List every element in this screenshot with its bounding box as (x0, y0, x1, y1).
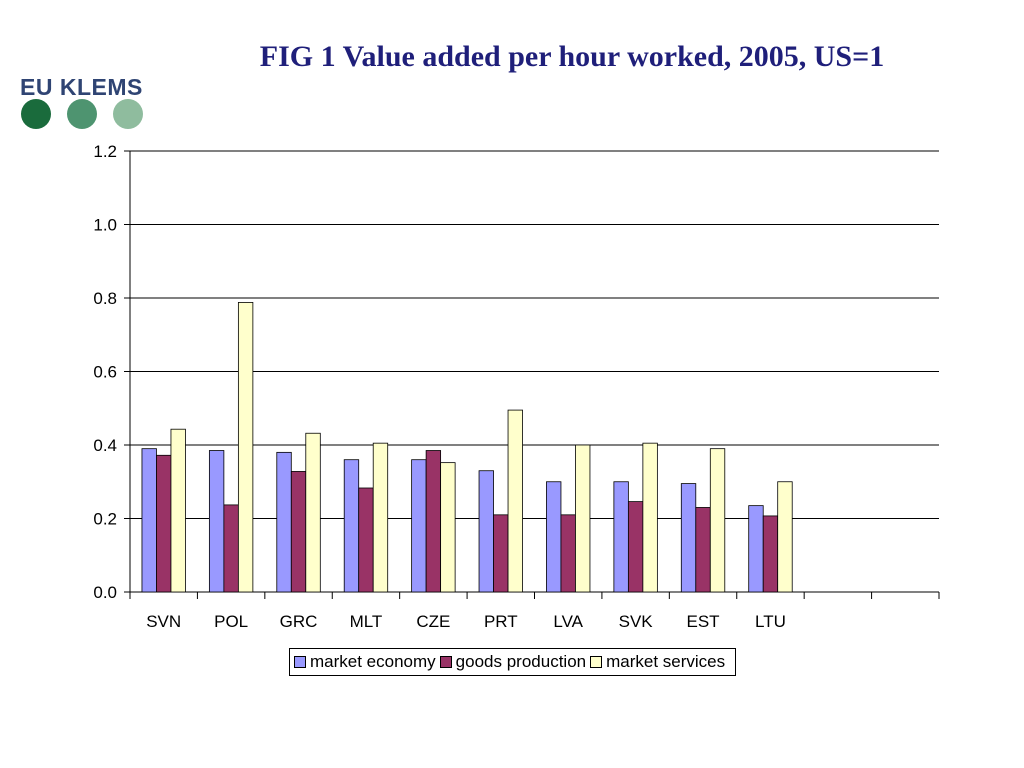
eu-klems-logo: EU KLEMS (18, 72, 158, 136)
y-tick-label: 0.4 (93, 436, 117, 455)
bar-market-economy-pol (208, 450, 225, 593)
bar-market-services-ltu (777, 481, 793, 593)
logo-dot-1 (21, 99, 51, 129)
bar-market-economy-cze (411, 459, 427, 593)
legend-label: market economy (310, 652, 436, 671)
bar-market-economy-svn (141, 448, 157, 593)
y-tick-label: 0.8 (93, 289, 117, 308)
bar-market-economy-grc (276, 451, 292, 593)
legend-swatch (439, 656, 452, 668)
bar-market-services-cze (440, 462, 456, 593)
x-tick-label: POL (214, 612, 248, 631)
y-tick-label: 1.2 (93, 142, 117, 161)
legend-swatch (590, 656, 603, 668)
y-tick-label: 1.0 (93, 216, 117, 235)
x-tick-label: EST (687, 612, 720, 631)
logo-dot-3 (113, 99, 143, 129)
bar-market-economy-est (680, 483, 697, 593)
bar-goods-production-pol (223, 504, 239, 593)
bar-market-services-est (709, 448, 726, 593)
legend-swatch (294, 656, 306, 668)
bar-market-economy-prt (478, 470, 494, 593)
bar-goods-production-ltu (762, 515, 779, 593)
bar-market-economy-ltu (748, 505, 764, 593)
bar-goods-production-prt (493, 514, 509, 593)
bar-market-services-svk (642, 442, 658, 593)
x-tick-label: LTU (755, 612, 786, 631)
y-tick-label: 0.6 (93, 363, 117, 382)
logo-text: EU KLEMS (20, 74, 143, 100)
x-tick-label: PRT (484, 612, 518, 631)
y-tick-label: 0.0 (93, 583, 117, 602)
x-tick-label: CZE (416, 612, 450, 631)
bar-goods-production-svn (156, 454, 172, 593)
bar-market-economy-svk (613, 481, 629, 593)
bar-market-services-lva (575, 444, 591, 593)
x-tick-label: GRC (280, 612, 318, 631)
y-tick-label: 0.2 (93, 510, 117, 529)
chart-title: FIG 1 Value added per hour worked, 2005,… (259, 40, 885, 73)
legend-label: market services (606, 652, 726, 671)
bar-goods-production-lva (560, 514, 576, 593)
bar-market-services-svn (170, 428, 186, 593)
bar-goods-production-est (695, 507, 711, 593)
bar-goods-production-cze (425, 450, 442, 593)
bar-market-economy-lva (546, 481, 562, 593)
x-tick-label: SVN (146, 612, 181, 631)
legend-label: goods production (455, 652, 587, 671)
bar-market-services-grc (305, 432, 321, 593)
bar-goods-production-mlt (358, 487, 374, 593)
legend-item: goods production (439, 652, 587, 672)
x-tick-label: LVA (553, 612, 583, 631)
legend-item: market services (590, 652, 725, 672)
bar-market-services-pol (237, 302, 254, 593)
x-tick-label: MLT (350, 612, 383, 631)
bar-market-economy-mlt (343, 459, 360, 593)
legend-item: market economy (294, 652, 436, 672)
x-tick-label: SVK (619, 612, 654, 631)
bar-market-services-prt (507, 409, 523, 593)
logo-dot-2 (67, 99, 97, 129)
chart-legend: market economy goods production market ser… (289, 648, 737, 676)
bar-goods-production-svk (627, 501, 644, 593)
bar-market-services-mlt (372, 442, 389, 593)
bar-goods-production-grc (290, 471, 307, 593)
